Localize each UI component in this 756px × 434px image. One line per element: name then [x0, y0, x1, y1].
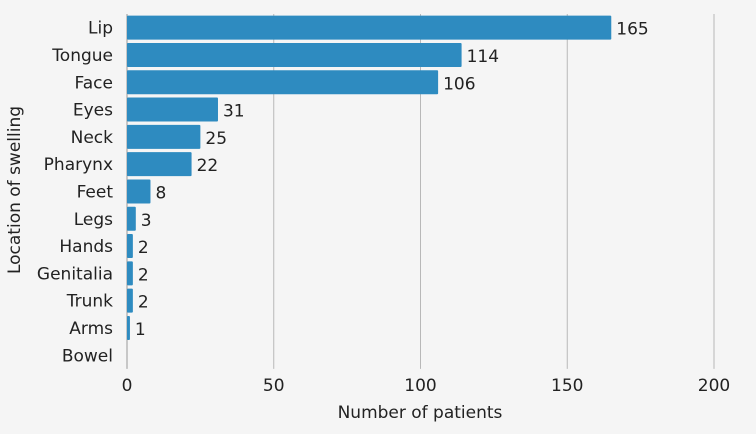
bar [127, 97, 218, 122]
x-tick-label: 100 [404, 376, 436, 396]
category-label: Lip [88, 19, 113, 39]
x-tick-label: 150 [551, 376, 583, 396]
x-tick-label: 50 [263, 376, 285, 396]
data-label: 3 [141, 211, 152, 231]
category-label: Trunk [66, 292, 113, 312]
bar [127, 179, 151, 204]
bar [127, 288, 133, 313]
gridlines [126, 14, 715, 369]
y-axis-label: Location of swelling [5, 106, 25, 274]
bar [127, 42, 462, 67]
category-label: Face [75, 73, 113, 93]
data-label: 22 [197, 156, 219, 176]
category-label: Genitalia [37, 264, 113, 284]
x-tick-labels: 0 50 100 150 200 [122, 376, 731, 396]
data-label: 25 [205, 129, 227, 149]
bar [127, 70, 439, 95]
category-label: Eyes [73, 101, 113, 121]
category-label: Tongue [51, 46, 113, 66]
category-label: Legs [74, 210, 113, 230]
category-label: Hands [59, 237, 113, 257]
bar [127, 152, 192, 177]
category-label: Pharynx [44, 155, 113, 175]
bar [127, 315, 130, 340]
data-label: 106 [443, 74, 475, 94]
data-label: 2 [138, 265, 149, 285]
bar [127, 206, 136, 231]
category-label: Bowel [62, 346, 113, 366]
data-label: 8 [155, 183, 166, 203]
category-label: Arms [69, 319, 113, 339]
bar [127, 15, 612, 40]
bar [127, 261, 133, 286]
x-tick-label: 200 [698, 376, 730, 396]
data-label: 1 [135, 320, 146, 340]
bars [127, 15, 612, 340]
data-label: 165 [616, 20, 648, 40]
bar [127, 234, 133, 259]
category-label: Neck [71, 128, 114, 148]
category-label: Feet [77, 182, 114, 202]
data-label: 114 [467, 47, 499, 67]
data-label: 31 [223, 102, 245, 122]
data-label: 2 [138, 238, 149, 258]
x-tick-label: 0 [122, 376, 133, 396]
bar [127, 124, 201, 149]
category-labels: Lip Tongue Face Eyes Neck Pharynx Feet Legs Hand… [37, 19, 113, 367]
data-label: 2 [138, 293, 149, 313]
x-axis-label: Number of patients [338, 403, 503, 423]
